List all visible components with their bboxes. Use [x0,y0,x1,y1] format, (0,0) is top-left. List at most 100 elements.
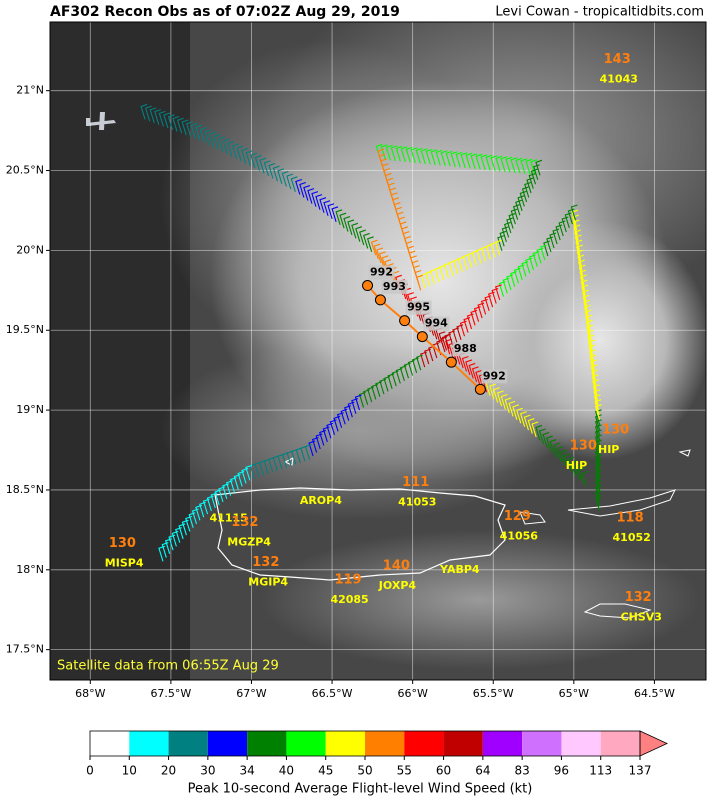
wind-barb [504,397,512,414]
wind-barb [327,203,335,219]
wind-barb [383,375,391,392]
wind-barb [526,177,534,194]
colorbar-segment [561,731,601,756]
wind-barb [373,243,381,260]
wind-barb [510,157,518,173]
wind-barb [583,304,591,321]
wind-barb [204,129,212,146]
wind-barb [592,384,600,400]
wind-barb [241,148,248,164]
wind-barb [315,433,323,450]
wind-barb [378,251,386,268]
wind-barb [531,421,539,438]
wind-barb [493,387,500,403]
wind-barb [594,419,602,436]
wind-barb [594,469,602,486]
y-tick-label: 18.5°N [6,483,44,496]
wind-barb [536,247,544,264]
y-tick-label: 17.5°N [6,643,44,656]
x-tick-label: 67.5°W [150,687,191,700]
wind-barb [339,212,347,229]
colorbar-segment [404,731,444,756]
wind-barb [512,204,520,220]
wind-barb [594,485,602,501]
station-speed: 118 [617,510,644,525]
station-name: 41056 [500,529,539,542]
wind-barb [588,344,596,361]
wind-barb [487,291,495,308]
colorbar-tick-label: 0 [86,764,94,778]
drop-label: 995 [407,301,430,314]
station-speed: 132 [625,590,652,605]
wind-barb [466,313,474,330]
wind-barb [377,148,385,165]
wind-barb [561,216,569,233]
wind-barb [578,259,585,276]
colorbar-tick-label: 96 [554,764,569,778]
station-name: CHSV3 [621,611,662,624]
wind-barb [448,330,456,347]
wind-barb [579,269,587,286]
colorbar-segment [90,731,130,756]
wind-barb [594,444,602,461]
wind-barb [395,145,403,162]
wind-barb [508,400,516,417]
drop-label-box [423,316,450,331]
wind-barb [558,220,566,237]
wind-barb [199,501,206,518]
wind-barb [405,146,413,163]
wind-barb [594,454,602,471]
dropsonde [362,280,374,292]
y-tick-label: 21°N [16,84,44,97]
wind-barb [351,398,359,414]
station-speed: 119 [334,573,361,588]
wind-barb [594,495,602,511]
wind-barb [546,236,554,253]
wind-barb [485,154,493,171]
wind-barb [455,151,463,168]
wind-barb [222,483,229,499]
wind-barb [241,467,249,484]
drop-label: 992 [370,266,393,279]
wind-barb [510,208,518,225]
wind-barb [367,386,374,403]
wind-barb [519,190,527,207]
wind-barb [576,244,583,261]
wind-barb [303,185,311,201]
station-name: 41115 [210,512,248,525]
wind-barb [508,213,516,229]
wind-barb [502,277,510,294]
colorbar-tick-label: 55 [397,764,412,778]
y-tick-label: 18°N [16,563,44,576]
wind-barb [456,324,464,340]
wind-barb [463,317,471,333]
wind-barb [444,333,452,350]
wind-barb [470,153,478,169]
wind-barb [245,150,253,167]
wind-barb [351,222,359,239]
wind-barb [519,411,527,427]
station-speed: 111 [402,475,429,490]
wind-barb [336,412,344,428]
wind-barb [594,439,602,456]
dropsonde [474,383,486,395]
drop-label-box [368,265,395,280]
wind-barb [172,116,180,132]
station-name: 42085 [330,593,368,606]
wind-barb [403,362,411,379]
wind-barb [465,152,473,169]
wind-barb [525,257,532,274]
wind-barb [363,232,370,249]
wind-barb [532,251,540,267]
drop-label-box [405,300,432,315]
wind-barb [570,204,578,221]
wind-barb [575,239,583,256]
wind-barb [582,294,590,311]
station-speed: 129 [504,509,531,524]
wind-barb [517,195,525,211]
colorbar-segment [247,731,287,756]
wind-barb [530,168,538,185]
wind-barb [543,240,551,257]
colorbar-label: Peak 10-second Average Flight-level Wind… [188,782,533,797]
